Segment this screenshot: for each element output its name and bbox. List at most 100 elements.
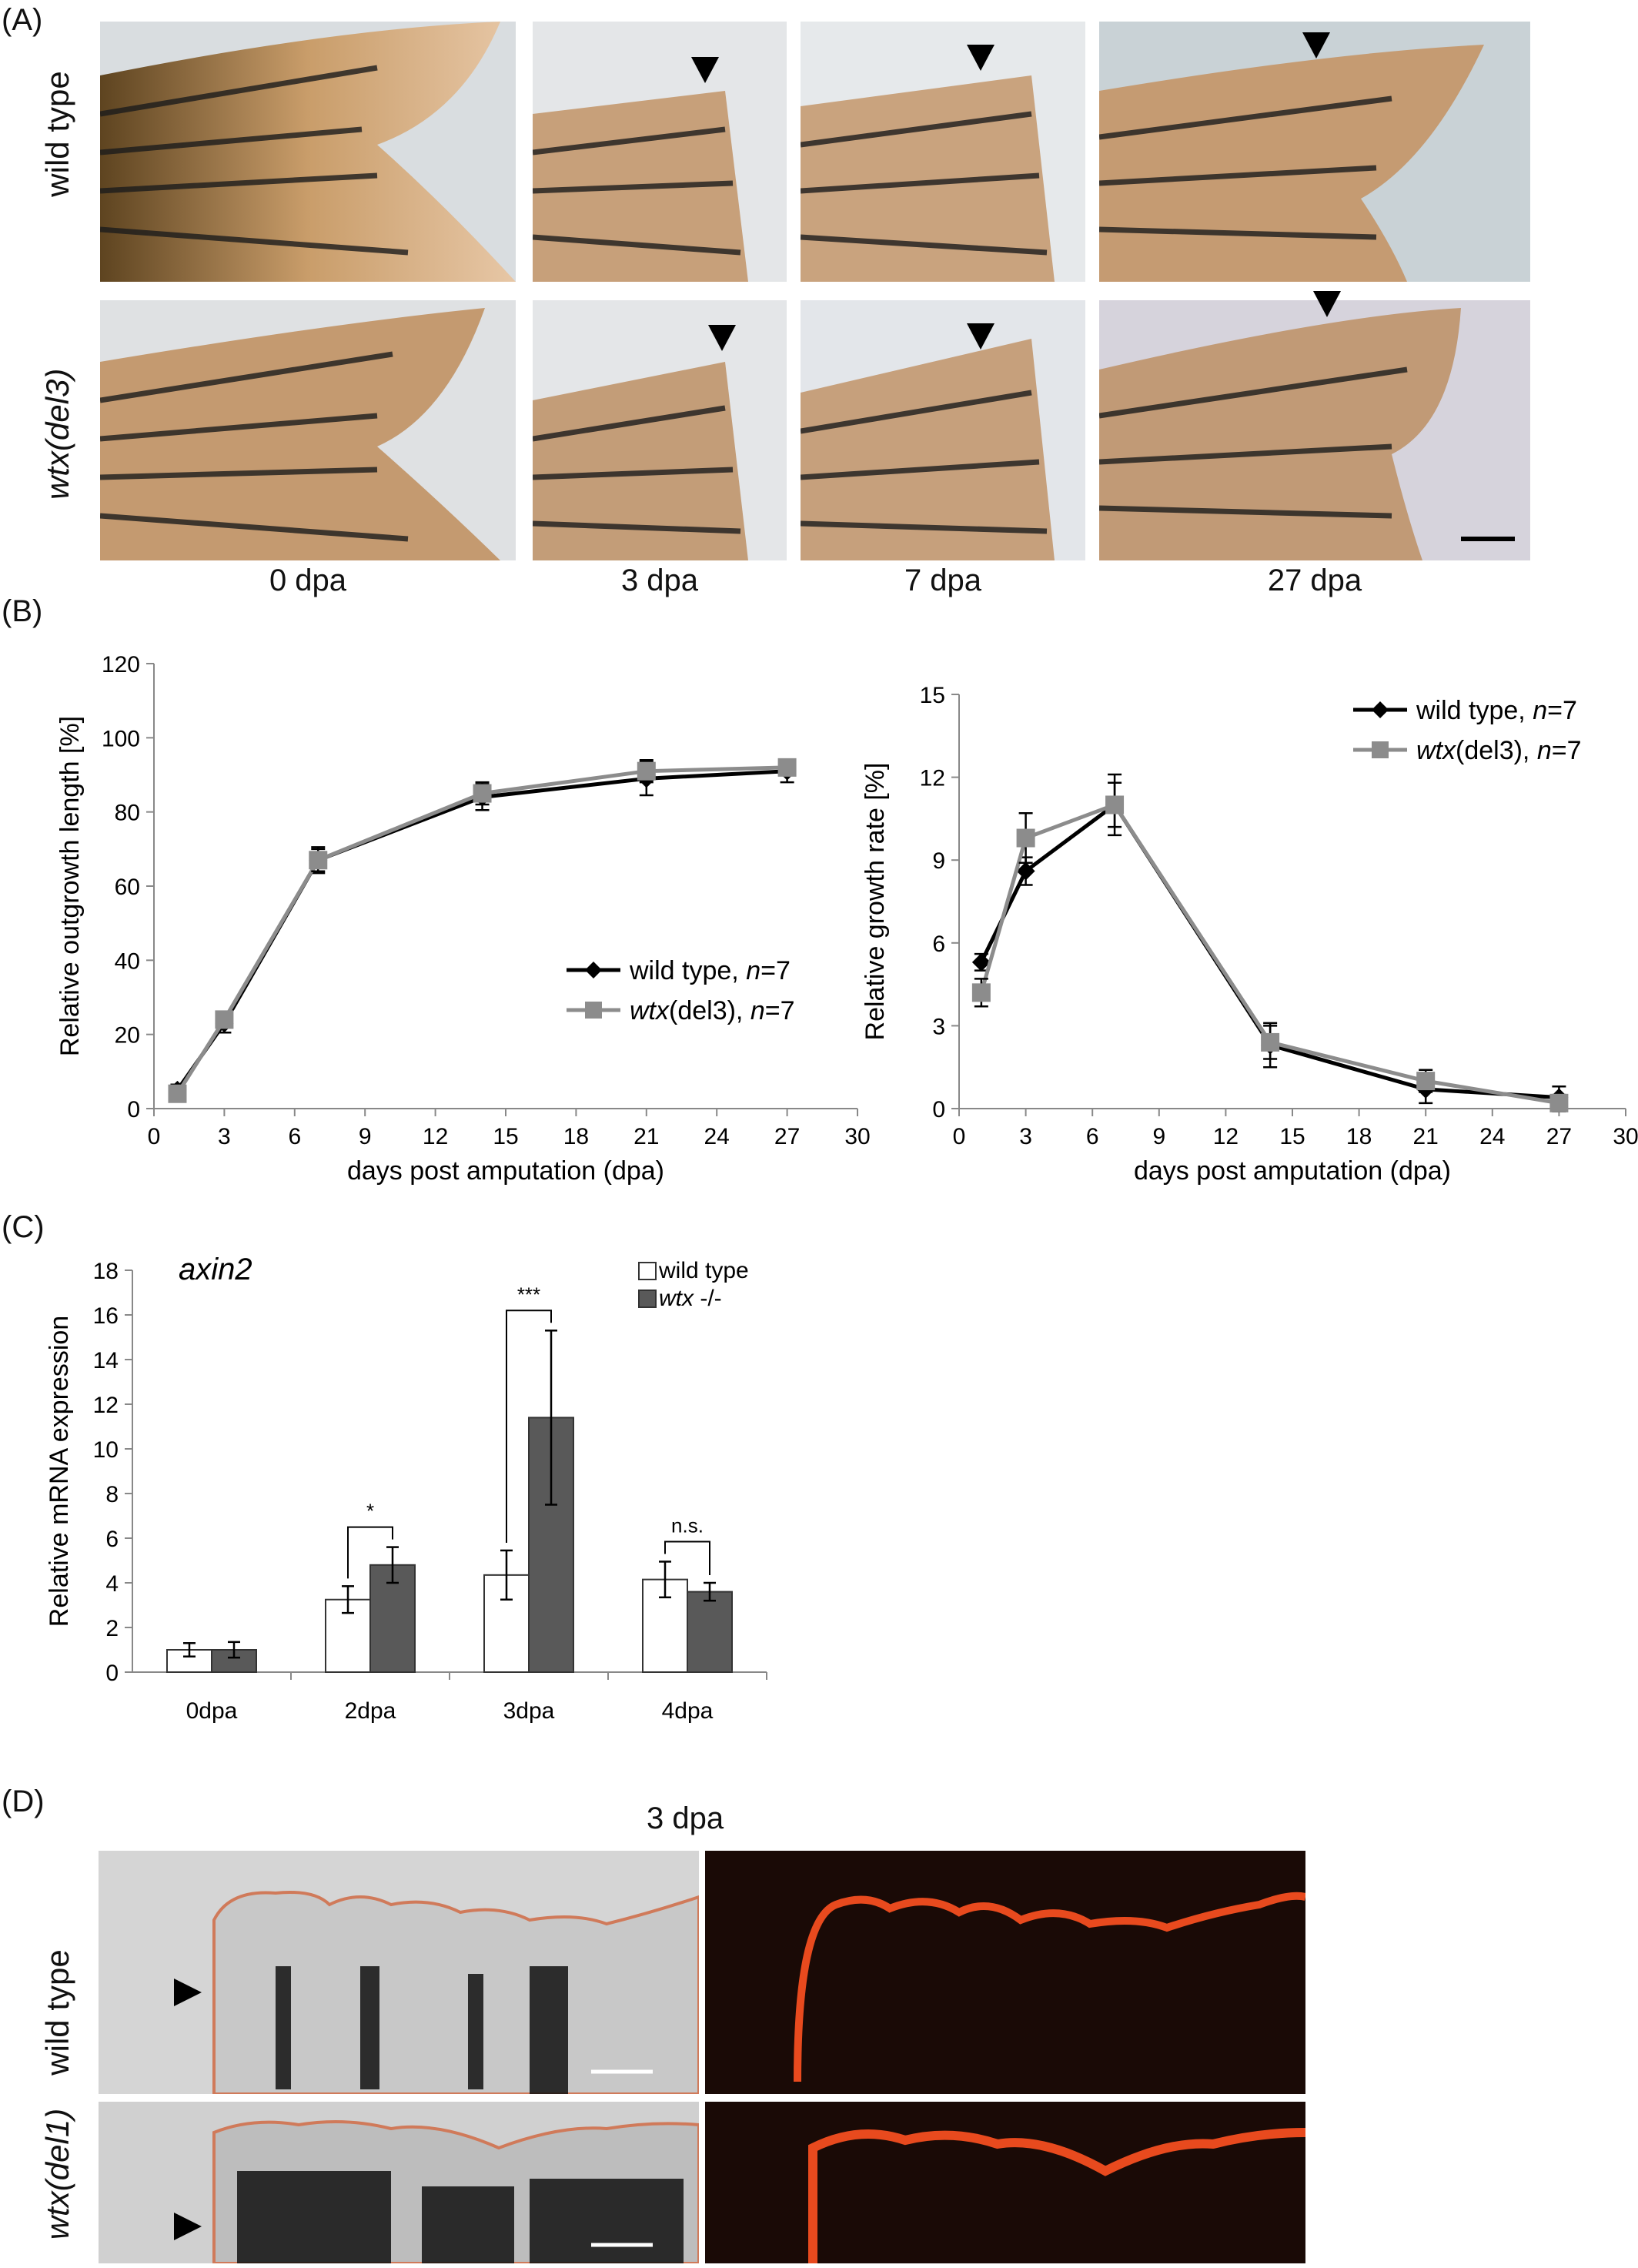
legend-swatch bbox=[638, 1262, 657, 1280]
legend-text-part: -/- bbox=[694, 1286, 722, 1311]
x-axis-label: days post amputation (dpa) bbox=[1134, 1156, 1451, 1186]
x-tick-label: 0 bbox=[148, 1124, 161, 1149]
wtx-italic: wtx bbox=[39, 451, 75, 500]
y-axis-label: Relative mRNA expression bbox=[45, 1316, 74, 1627]
axin2-expression-chart: 0 2 4 6 8 10 12 14 16 18 Relative mRNA expression a… bbox=[45, 1253, 767, 1724]
fin-drawing bbox=[533, 91, 748, 282]
legend-marker bbox=[585, 962, 602, 978]
legend-marker bbox=[1372, 701, 1389, 718]
series-line bbox=[176, 765, 787, 1096]
arrowhead-icon bbox=[967, 323, 994, 350]
y-tick-label: 80 bbox=[115, 801, 140, 826]
arrowhead-icon bbox=[174, 1979, 202, 2006]
fin-drawing bbox=[100, 308, 500, 560]
outgrowth-length-chart: 0 20 40 60 80 100 120 0 3 6 9 12 15 18 21 24 27 30 days po… bbox=[55, 652, 870, 1186]
legend-text-part: =7 bbox=[760, 956, 791, 985]
legend-text-part: =7 bbox=[1547, 696, 1577, 725]
fluorescence-drawing bbox=[808, 2128, 1305, 2263]
y-tick-label: 40 bbox=[115, 948, 140, 974]
x-axis-label: days post amputation (dpa) bbox=[347, 1156, 664, 1186]
x-tick-label: 4dpa bbox=[662, 1698, 714, 1724]
x-tick-label: 0dpa bbox=[186, 1698, 238, 1724]
y-tick-label: 8 bbox=[105, 1482, 119, 1507]
panel-label-c: (C) bbox=[2, 1210, 45, 1244]
x-tick-label: 2dpa bbox=[345, 1698, 396, 1724]
data-point-square bbox=[637, 761, 656, 781]
x-tick-label: 3 bbox=[1019, 1124, 1032, 1149]
arrowhead-icon bbox=[691, 57, 719, 83]
x-tick-label: 12 bbox=[423, 1124, 448, 1149]
y-tick-label: 16 bbox=[93, 1303, 119, 1329]
fin-image-wtx-3dpa bbox=[533, 300, 787, 560]
panel-label-d: (D) bbox=[2, 1785, 45, 1818]
fin-drawing bbox=[100, 22, 516, 282]
col-label-0dpa: 0 dpa bbox=[269, 564, 347, 597]
x-tick-label: 27 bbox=[1546, 1124, 1572, 1149]
fluorescence-image-wtx bbox=[705, 2102, 1305, 2263]
arrowhead-icon bbox=[1302, 32, 1330, 59]
fin-image-wtx-27dpa bbox=[1099, 300, 1530, 560]
significance-bracket bbox=[664, 1540, 710, 1575]
data-point-square bbox=[777, 758, 797, 777]
significance-label: n.s. bbox=[671, 1514, 704, 1537]
y-tick-label: 3 bbox=[932, 1014, 945, 1039]
panel-label-b: (B) bbox=[2, 594, 43, 628]
bar bbox=[687, 1591, 733, 1674]
y-tick-label: 6 bbox=[105, 1527, 119, 1552]
legend-text-part: n bbox=[1533, 696, 1547, 725]
panel-d-row-label-wild-type: wild type bbox=[39, 1949, 75, 2076]
significance-bracket bbox=[506, 1310, 552, 1543]
legend-label: wild type, n=7 bbox=[1416, 696, 1577, 725]
y-tick-label: 14 bbox=[93, 1348, 119, 1373]
col-label-27dpa: 27 dpa bbox=[1267, 564, 1362, 597]
x-tick-label: 21 bbox=[1413, 1124, 1439, 1149]
x-tick-label: 24 bbox=[704, 1124, 730, 1149]
legend-label: wtx(del3), n=7 bbox=[1416, 736, 1582, 765]
x-tick-label: 9 bbox=[359, 1124, 372, 1149]
fin-image-wtx-0dpa bbox=[100, 300, 516, 560]
legend-text-part: n bbox=[1537, 736, 1552, 765]
x-tick-label: 18 bbox=[563, 1124, 589, 1149]
arrowhead-icon bbox=[1313, 291, 1341, 317]
legend-text-part: wtx bbox=[1416, 736, 1456, 765]
data-point-square bbox=[1416, 1072, 1436, 1091]
fin-image-wtx-7dpa bbox=[801, 300, 1085, 560]
panel-a-row-label-wild-type: wild type bbox=[39, 71, 75, 197]
del3-italic: (del3) bbox=[39, 368, 75, 451]
y-tick-label: 9 bbox=[932, 848, 945, 874]
y-tick-label: 120 bbox=[102, 652, 140, 677]
y-axis-label: Relative outgrowth length [%] bbox=[55, 716, 85, 1056]
growth-rate-chart: 0 3 6 9 12 15 0 3 6 9 12 15 18 21 24 27 30 days post ampu… bbox=[861, 683, 1638, 1186]
y-tick-label: 12 bbox=[920, 766, 945, 791]
del1-italic: (del1) bbox=[39, 2108, 75, 2192]
legend-label: wtx -/- bbox=[659, 1286, 722, 1311]
significance-label: *** bbox=[517, 1283, 540, 1306]
y-tick-label: 18 bbox=[93, 1259, 119, 1284]
fin-drawing bbox=[1099, 308, 1515, 560]
x-tick-label: 30 bbox=[1613, 1124, 1638, 1149]
y-tick-label: 12 bbox=[93, 1393, 119, 1418]
y-axis-label: Relative growth rate [%] bbox=[861, 763, 890, 1041]
fin-drawing bbox=[801, 75, 1055, 282]
data-point-square bbox=[473, 784, 492, 803]
data-point-square bbox=[971, 983, 991, 1002]
legend-text-part: (del3), bbox=[1456, 736, 1537, 765]
legend-label: wtx(del3), n=7 bbox=[630, 996, 795, 1025]
series-line bbox=[979, 802, 1559, 1106]
legend-text-part: wild type, bbox=[1416, 696, 1533, 725]
panel-d-title: 3 dpa bbox=[647, 1801, 724, 1835]
y-tick-label: 6 bbox=[932, 932, 945, 957]
significance-label: * bbox=[366, 1500, 374, 1523]
y-tick-label: 4 bbox=[105, 1571, 119, 1597]
legend-marker bbox=[1372, 741, 1389, 758]
y-tick-label: 0 bbox=[105, 1661, 119, 1686]
legend-label: wild type bbox=[658, 1258, 749, 1283]
brightfield-image-wt bbox=[99, 1851, 699, 2094]
x-tick-label: 9 bbox=[1152, 1124, 1165, 1149]
x-tick-label: 27 bbox=[774, 1124, 800, 1149]
arrowhead-icon bbox=[174, 2213, 202, 2240]
data-point-square bbox=[1016, 828, 1035, 848]
fin-drawing bbox=[1099, 45, 1484, 282]
legend-text-part: =7 bbox=[1552, 736, 1582, 765]
fin-image-wt-3dpa bbox=[533, 22, 787, 282]
